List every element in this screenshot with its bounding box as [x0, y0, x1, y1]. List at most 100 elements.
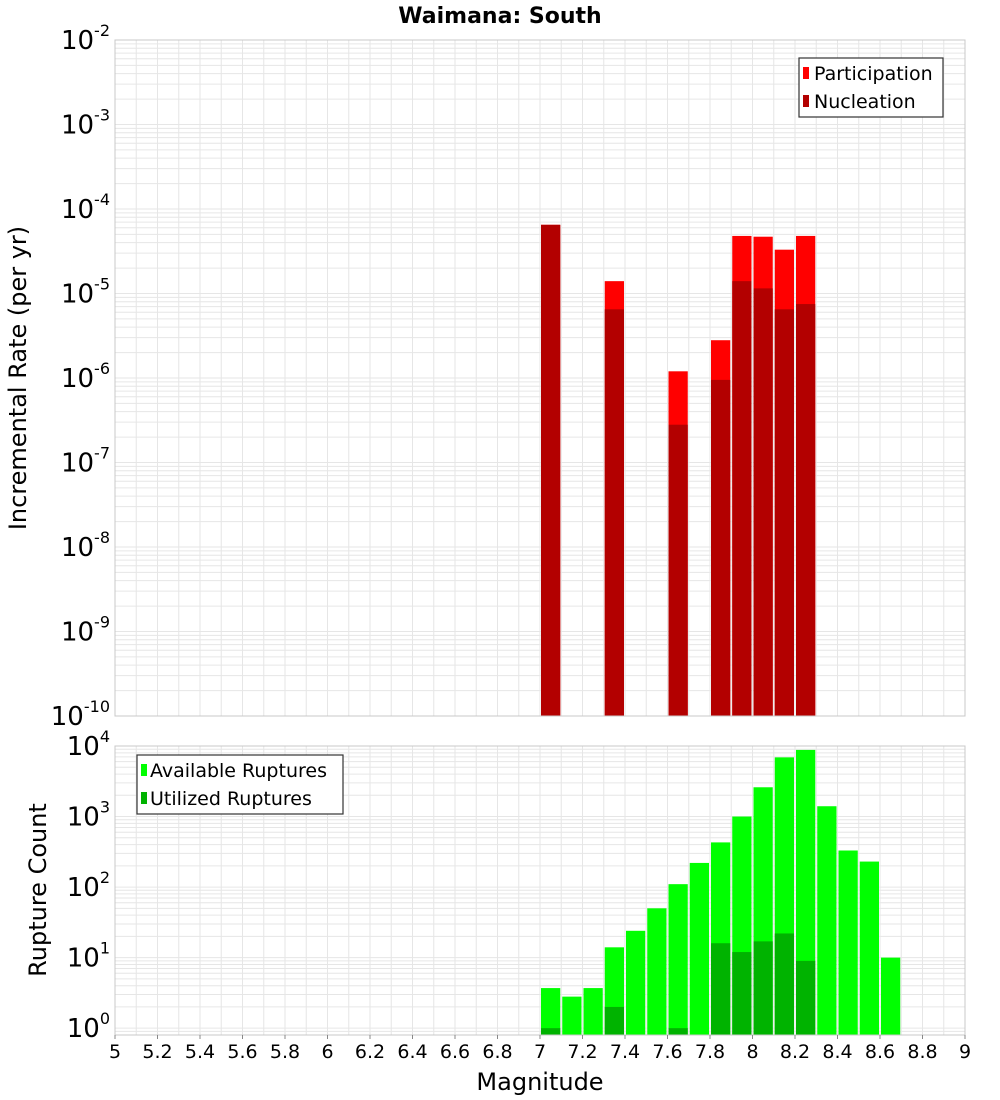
y-tick-base: 10 [51, 702, 84, 732]
x-tick-label: 8.8 [907, 1041, 937, 1063]
y-tick-label: 101 [67, 939, 110, 974]
bottom-y-axis-label: Rupture Count [24, 803, 52, 977]
y-tick-label: 104 [67, 727, 110, 762]
x-tick-label: 6 [321, 1041, 333, 1063]
x-tick-label: 8.4 [822, 1041, 852, 1063]
bottom-legend: Available Ruptures Utilized Ruptures [136, 754, 344, 815]
y-tick-exponent: -4 [94, 190, 110, 209]
utilized-ruptures-bar [711, 943, 731, 1035]
y-tick-base: 10 [61, 618, 94, 648]
x-tick-label: 5.2 [142, 1041, 172, 1063]
y-tick-exponent: -5 [94, 275, 110, 294]
utilized-ruptures-bar [796, 960, 816, 1035]
y-tick-label: 10-7 [61, 444, 110, 479]
top-legend: Participation Nucleation [798, 57, 944, 118]
available-ruptures-bar [838, 850, 858, 1035]
participation-legend-swatch [803, 67, 809, 79]
y-tick-exponent: 4 [100, 727, 110, 746]
y-tick-exponent: -7 [94, 444, 110, 463]
available-ruptures-bar [881, 957, 901, 1035]
top-plot-frame [114, 39, 966, 717]
x-axis-ticks: 5 5.2 5.4 5.6 5.8 6 6.2 6.4 6.6 6.8 7 7.2 7.4 7.6 7.8 8… [109, 1035, 971, 1063]
x-tick-label: 7 [534, 1041, 546, 1063]
x-axis-label: Magnitude [476, 1068, 603, 1096]
x-tick-label: 6.2 [355, 1041, 385, 1063]
x-tick-label: 6.4 [397, 1041, 427, 1063]
available-ruptures-legend-label: Available Ruptures [150, 760, 327, 782]
utilized-ruptures-bar [541, 1028, 561, 1035]
y-tick-label: 100 [67, 1009, 110, 1044]
y-tick-exponent: -3 [94, 106, 110, 125]
available-ruptures-bar [583, 988, 603, 1035]
x-tick-label: 8 [746, 1041, 758, 1063]
x-tick-label: 8.6 [865, 1041, 895, 1063]
available-ruptures-legend-swatch [141, 764, 147, 776]
x-tick-label: 6.6 [440, 1041, 470, 1063]
y-tick-base: 10 [61, 280, 94, 310]
y-tick-base: 10 [61, 195, 94, 225]
y-tick-label: 10-10 [51, 697, 110, 732]
nucleation-bar [604, 309, 624, 716]
available-ruptures-bar [689, 862, 709, 1035]
y-tick-label: 103 [67, 798, 110, 833]
x-tick-label: 5.4 [185, 1041, 215, 1063]
x-tick-label: 7.4 [610, 1041, 640, 1063]
available-ruptures-bar [647, 908, 667, 1035]
y-tick-exponent: 3 [100, 798, 110, 817]
y-tick-base: 10 [67, 803, 100, 833]
chart-title: Waimana: South [398, 4, 601, 29]
y-tick-label: 10-5 [61, 275, 110, 310]
y-tick-base: 10 [67, 1014, 100, 1044]
y-tick-exponent: 0 [100, 1009, 110, 1028]
y-tick-exponent: -2 [94, 21, 110, 40]
y-tick-base: 10 [67, 944, 100, 974]
nucleation-bar [753, 288, 773, 716]
utilized-ruptures-bar [774, 933, 794, 1035]
top-panel: 10-210-310-410-510-610-710-810-910-10 In… [4, 21, 966, 732]
bottom-legend-box [136, 754, 344, 815]
available-ruptures-bar [859, 861, 879, 1035]
top-y-axis-label: Incremental Rate (per yr) [4, 226, 32, 530]
available-ruptures-bar [562, 996, 582, 1035]
top-y-ticks: 10-210-310-410-510-610-710-810-910-10 [51, 21, 110, 732]
x-tick-label: 9 [959, 1041, 971, 1063]
nucleation-legend-label: Nucleation [814, 91, 916, 113]
available-ruptures-bar [668, 884, 688, 1035]
y-tick-label: 10-9 [61, 613, 110, 648]
nucleation-bar [668, 424, 688, 716]
x-tick-label: 5 [109, 1041, 121, 1063]
y-tick-exponent: -9 [94, 613, 110, 632]
utilized-ruptures-bar [604, 1006, 624, 1035]
x-tick-label: 6.8 [482, 1041, 512, 1063]
utilized-ruptures-bar [668, 1028, 688, 1035]
nucleation-legend-swatch [803, 95, 809, 107]
y-tick-exponent: 1 [100, 939, 110, 958]
y-tick-label: 10-4 [61, 190, 110, 225]
x-tick-label: 7.2 [567, 1041, 597, 1063]
y-tick-base: 10 [61, 533, 94, 563]
nucleation-bar [732, 281, 752, 716]
y-tick-label: 102 [67, 868, 110, 903]
available-ruptures-bar [541, 988, 561, 1035]
utilized-ruptures-bar [753, 941, 773, 1035]
y-tick-base: 10 [61, 111, 94, 141]
y-tick-exponent: 2 [100, 868, 110, 887]
x-tick-label: 5.8 [270, 1041, 300, 1063]
utilized-ruptures-legend-swatch [141, 792, 147, 804]
y-tick-exponent: -8 [94, 528, 110, 547]
y-tick-base: 10 [67, 732, 100, 762]
available-ruptures-bar [626, 930, 646, 1035]
top-bars [541, 224, 816, 716]
nucleation-bar [774, 309, 794, 716]
bottom-bars [541, 749, 901, 1035]
y-tick-base: 10 [61, 26, 94, 56]
x-tick-label: 5.6 [227, 1041, 257, 1063]
nucleation-bar [796, 304, 816, 716]
y-tick-exponent: -10 [84, 697, 110, 716]
y-tick-base: 10 [61, 364, 94, 394]
y-tick-exponent: -6 [94, 359, 110, 378]
y-tick-base: 10 [67, 873, 100, 903]
